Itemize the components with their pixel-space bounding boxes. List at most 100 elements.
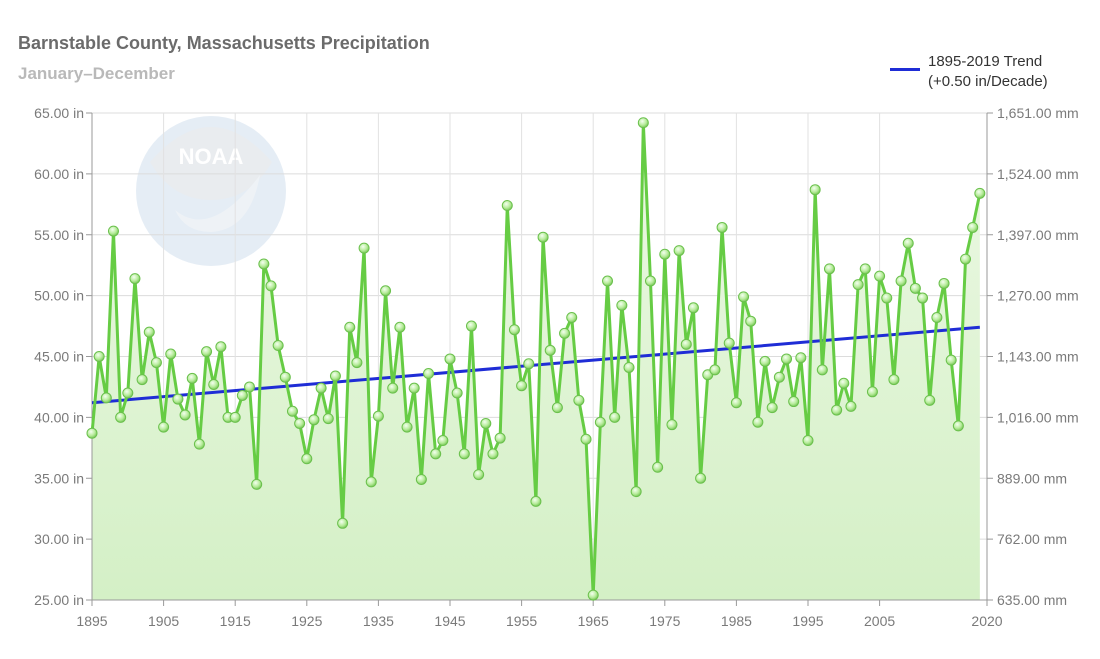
data-point[interactable] xyxy=(193,438,205,450)
data-point[interactable] xyxy=(122,387,134,399)
data-point[interactable] xyxy=(143,326,155,338)
data-point[interactable] xyxy=(616,299,628,311)
data-point[interactable] xyxy=(458,448,470,460)
data-point[interactable] xyxy=(208,379,220,390)
data-point[interactable] xyxy=(967,221,979,233)
data-point[interactable] xyxy=(788,396,800,408)
data-point[interactable] xyxy=(823,263,835,275)
data-point[interactable] xyxy=(580,433,592,445)
data-point[interactable] xyxy=(251,478,263,490)
data-point[interactable] xyxy=(265,280,277,292)
data-point[interactable] xyxy=(809,184,821,196)
data-point[interactable] xyxy=(308,414,320,426)
data-point[interactable] xyxy=(437,435,449,447)
data-point[interactable] xyxy=(666,419,678,431)
data-point[interactable] xyxy=(150,357,162,369)
data-point[interactable] xyxy=(329,370,341,382)
data-point[interactable] xyxy=(723,337,735,349)
data-point[interactable] xyxy=(451,387,463,399)
data-point[interactable] xyxy=(465,320,477,332)
data-point[interactable] xyxy=(236,389,248,401)
data-point[interactable] xyxy=(559,327,571,339)
data-point[interactable] xyxy=(931,312,943,324)
data-point[interactable] xyxy=(165,348,177,360)
data-point[interactable] xyxy=(709,364,721,376)
data-point[interactable] xyxy=(172,393,184,405)
data-point[interactable] xyxy=(380,285,392,297)
data-point[interactable] xyxy=(952,420,964,432)
data-point[interactable] xyxy=(129,273,141,285)
data-point[interactable] xyxy=(430,448,442,460)
data-point[interactable] xyxy=(895,275,907,287)
data-point[interactable] xyxy=(917,292,929,304)
data-point[interactable] xyxy=(523,358,535,370)
data-point[interactable] xyxy=(566,312,578,324)
data-point[interactable] xyxy=(294,417,306,429)
data-point[interactable] xyxy=(86,427,98,439)
data-point[interactable] xyxy=(623,361,635,373)
data-point[interactable] xyxy=(487,448,499,460)
data-point[interactable] xyxy=(115,411,127,423)
data-point[interactable] xyxy=(695,472,707,484)
data-point[interactable] xyxy=(866,386,878,398)
data-point[interactable] xyxy=(773,371,785,383)
data-point[interactable] xyxy=(852,279,864,291)
data-point[interactable] xyxy=(781,353,793,365)
data-point[interactable] xyxy=(938,277,950,289)
data-point[interactable] xyxy=(337,517,349,529)
data-point[interactable] xyxy=(902,237,914,249)
data-point[interactable] xyxy=(394,321,406,333)
data-point[interactable] xyxy=(473,469,485,481)
data-point[interactable] xyxy=(408,382,420,394)
data-point[interactable] xyxy=(652,461,664,473)
data-point[interactable] xyxy=(387,382,399,394)
data-point[interactable] xyxy=(158,421,170,433)
data-point[interactable] xyxy=(802,435,814,447)
data-point[interactable] xyxy=(551,402,563,414)
data-point[interactable] xyxy=(544,344,556,356)
data-point[interactable] xyxy=(186,372,198,384)
data-point[interactable] xyxy=(881,292,893,304)
data-point[interactable] xyxy=(609,411,621,423)
data-point[interactable] xyxy=(215,341,227,353)
data-point[interactable] xyxy=(573,394,585,406)
data-point[interactable] xyxy=(244,381,256,393)
data-point[interactable] xyxy=(795,352,807,364)
data-point[interactable] xyxy=(258,258,270,270)
data-point[interactable] xyxy=(687,302,699,314)
data-point[interactable] xyxy=(229,411,241,423)
data-point[interactable] xyxy=(480,417,492,429)
data-point[interactable] xyxy=(630,486,642,498)
data-point[interactable] xyxy=(974,187,986,199)
data-point[interactable] xyxy=(272,340,284,352)
data-point[interactable] xyxy=(344,321,356,333)
data-point[interactable] xyxy=(508,324,520,336)
data-point[interactable] xyxy=(201,346,213,358)
data-point[interactable] xyxy=(673,245,685,257)
data-point[interactable] xyxy=(401,421,413,433)
data-point[interactable] xyxy=(637,117,649,129)
data-point[interactable] xyxy=(136,374,148,386)
data-point[interactable] xyxy=(179,409,191,421)
data-point[interactable] xyxy=(93,351,105,362)
data-point[interactable] xyxy=(924,394,936,406)
data-point[interactable] xyxy=(372,410,384,422)
data-point[interactable] xyxy=(838,377,850,389)
data-point[interactable] xyxy=(960,253,972,265)
data-point[interactable] xyxy=(315,382,327,394)
data-point[interactable] xyxy=(730,397,742,409)
data-point[interactable] xyxy=(845,400,857,412)
data-point[interactable] xyxy=(494,432,506,444)
data-point[interactable] xyxy=(286,405,298,417)
data-point[interactable] xyxy=(888,374,900,386)
data-point[interactable] xyxy=(594,416,606,428)
data-point[interactable] xyxy=(100,392,112,404)
data-point[interactable] xyxy=(859,263,871,275)
data-point[interactable] xyxy=(516,380,528,392)
data-point[interactable] xyxy=(351,357,363,369)
data-point[interactable] xyxy=(680,338,692,350)
data-point[interactable] xyxy=(444,353,456,365)
data-point[interactable] xyxy=(358,242,370,254)
data-point[interactable] xyxy=(279,371,291,383)
data-point[interactable] xyxy=(530,495,542,507)
